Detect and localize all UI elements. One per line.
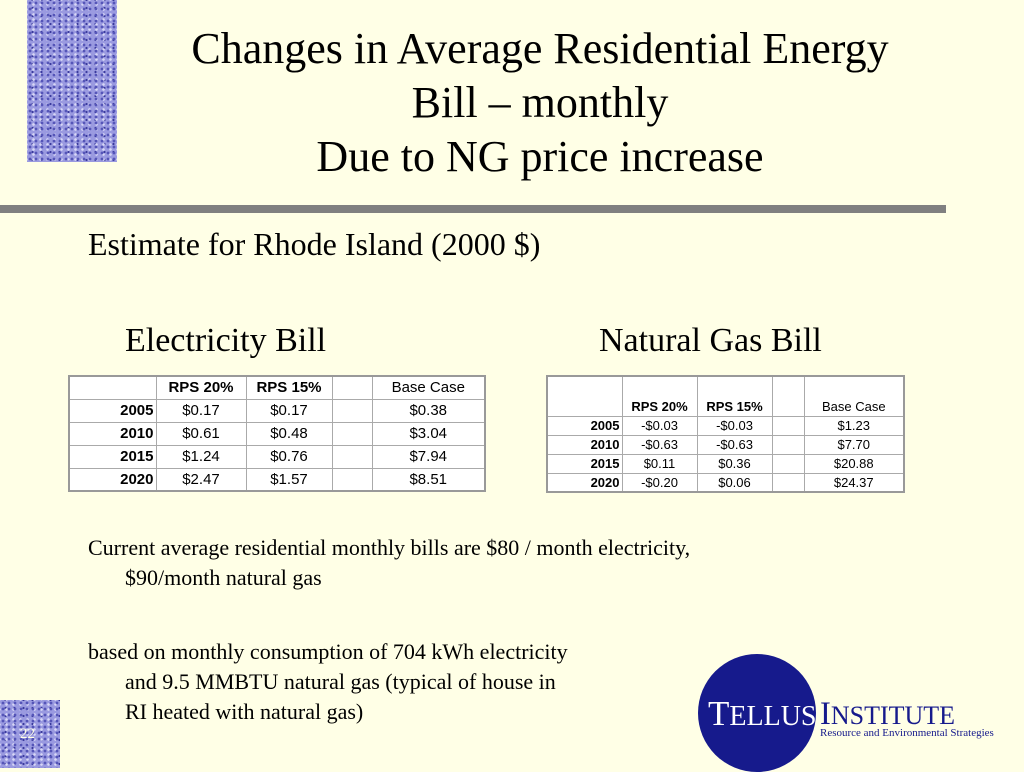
table-row: 2020 -$0.20 $0.06 $24.37 <box>546 472 905 493</box>
note-line: and 9.5 MMBTU natural gas (typical of ho… <box>125 669 556 694</box>
year-cell: 2020 <box>68 467 157 492</box>
value-cell: $2.47 <box>155 467 247 492</box>
table-row: 2010 $0.61 $0.48 $3.04 <box>68 421 486 446</box>
value-cell: $0.17 <box>155 398 247 423</box>
note-line: based on monthly consumption of 704 kWh … <box>88 639 568 664</box>
value-cell: $1.23 <box>803 415 905 436</box>
value-cell: -$0.03 <box>621 415 698 436</box>
header-cell <box>68 375 157 400</box>
empty-cell <box>331 467 373 492</box>
decorative-pattern-bottom <box>0 700 60 768</box>
header-cell <box>331 375 373 400</box>
header-cell: RPS 15% <box>245 375 333 400</box>
empty-cell <box>331 421 373 446</box>
table-header-row: RPS 20% RPS 15% Base Case <box>68 375 486 400</box>
value-cell: $0.06 <box>696 472 773 493</box>
value-cell: $0.76 <box>245 444 333 469</box>
value-cell: $24.37 <box>803 472 905 493</box>
value-cell: $0.11 <box>621 453 698 474</box>
empty-cell <box>331 444 373 469</box>
value-cell: $7.70 <box>803 434 905 455</box>
value-cell: -$0.03 <box>696 415 773 436</box>
year-cell: 2005 <box>68 398 157 423</box>
table-row: 2005 -$0.03 -$0.03 $1.23 <box>546 415 905 436</box>
tellus-logo-wordmark: TELLUS <box>708 694 817 733</box>
value-cell: -$0.63 <box>696 434 773 455</box>
value-cell: $1.57 <box>245 467 333 492</box>
empty-cell <box>331 398 373 423</box>
note-line: $90/month natural gas <box>125 565 322 590</box>
empty-cell <box>771 434 805 455</box>
header-cell <box>546 375 623 417</box>
year-cell: 2015 <box>546 453 623 474</box>
header-cell: Base Case <box>803 375 905 417</box>
table-row: 2020 $2.47 $1.57 $8.51 <box>68 467 486 492</box>
year-cell: 2005 <box>546 415 623 436</box>
value-cell: $0.48 <box>245 421 333 446</box>
header-cell: RPS 15% <box>696 375 773 417</box>
value-cell: $7.94 <box>371 444 486 469</box>
natural-gas-bill-table: RPS 20% RPS 15% Base Case 2005 -$0.03 -$… <box>546 375 905 493</box>
value-cell: $0.38 <box>371 398 486 423</box>
title-line-1: Changes in Average Residential Energy <box>191 24 889 73</box>
tellus-logo-circle <box>698 654 816 772</box>
year-cell: 2015 <box>68 444 157 469</box>
slide-title: Changes in Average Residential Energy Bi… <box>120 22 960 184</box>
value-cell: $0.17 <box>245 398 333 423</box>
slide-subtitle: Estimate for Rhode Island (2000 $) <box>88 226 541 262</box>
table-row: 2010 -$0.63 -$0.63 $7.70 <box>546 434 905 455</box>
year-cell: 2010 <box>68 421 157 446</box>
electricity-bill-heading: Electricity Bill <box>125 322 327 359</box>
empty-cell <box>771 415 805 436</box>
natural-gas-bill-heading: Natural Gas Bill <box>599 322 822 359</box>
institute-logo-wordmark: INSTITUTE <box>820 696 956 732</box>
decorative-pattern-top <box>27 0 117 162</box>
header-cell: RPS 20% <box>621 375 698 417</box>
page-number: 22 <box>20 726 35 742</box>
value-cell: $1.24 <box>155 444 247 469</box>
note-line: Current average residential monthly bill… <box>88 535 691 560</box>
logo-tagline: Resource and Environmental Strategies <box>820 727 994 739</box>
value-cell: -$0.20 <box>621 472 698 493</box>
year-cell: 2020 <box>546 472 623 493</box>
value-cell: $8.51 <box>371 467 486 492</box>
title-line-2: Bill – monthly <box>411 78 669 127</box>
value-cell: $20.88 <box>803 453 905 474</box>
empty-cell <box>771 453 805 474</box>
empty-cell <box>771 472 805 493</box>
electricity-bill-table: RPS 20% RPS 15% Base Case 2005 $0.17 $0.… <box>68 375 486 492</box>
note-line: RI heated with natural gas) <box>125 699 364 724</box>
header-cell <box>771 375 805 417</box>
table-row: 2005 $0.17 $0.17 $0.38 <box>68 398 486 423</box>
title-line-3: Due to NG price increase <box>316 132 764 181</box>
table-row: 2015 $1.24 $0.76 $7.94 <box>68 444 486 469</box>
value-cell: -$0.63 <box>621 434 698 455</box>
current-bills-note: Current average residential monthly bill… <box>88 533 908 593</box>
value-cell: $3.04 <box>371 421 486 446</box>
title-divider <box>0 205 946 213</box>
header-cell: RPS 20% <box>155 375 247 400</box>
value-cell: $0.61 <box>155 421 247 446</box>
consumption-basis-note: based on monthly consumption of 704 kWh … <box>88 637 728 727</box>
value-cell: $0.36 <box>696 453 773 474</box>
table-row: 2015 $0.11 $0.36 $20.88 <box>546 453 905 474</box>
table-header-row: RPS 20% RPS 15% Base Case <box>546 375 905 417</box>
year-cell: 2010 <box>546 434 623 455</box>
header-cell: Base Case <box>371 375 486 400</box>
